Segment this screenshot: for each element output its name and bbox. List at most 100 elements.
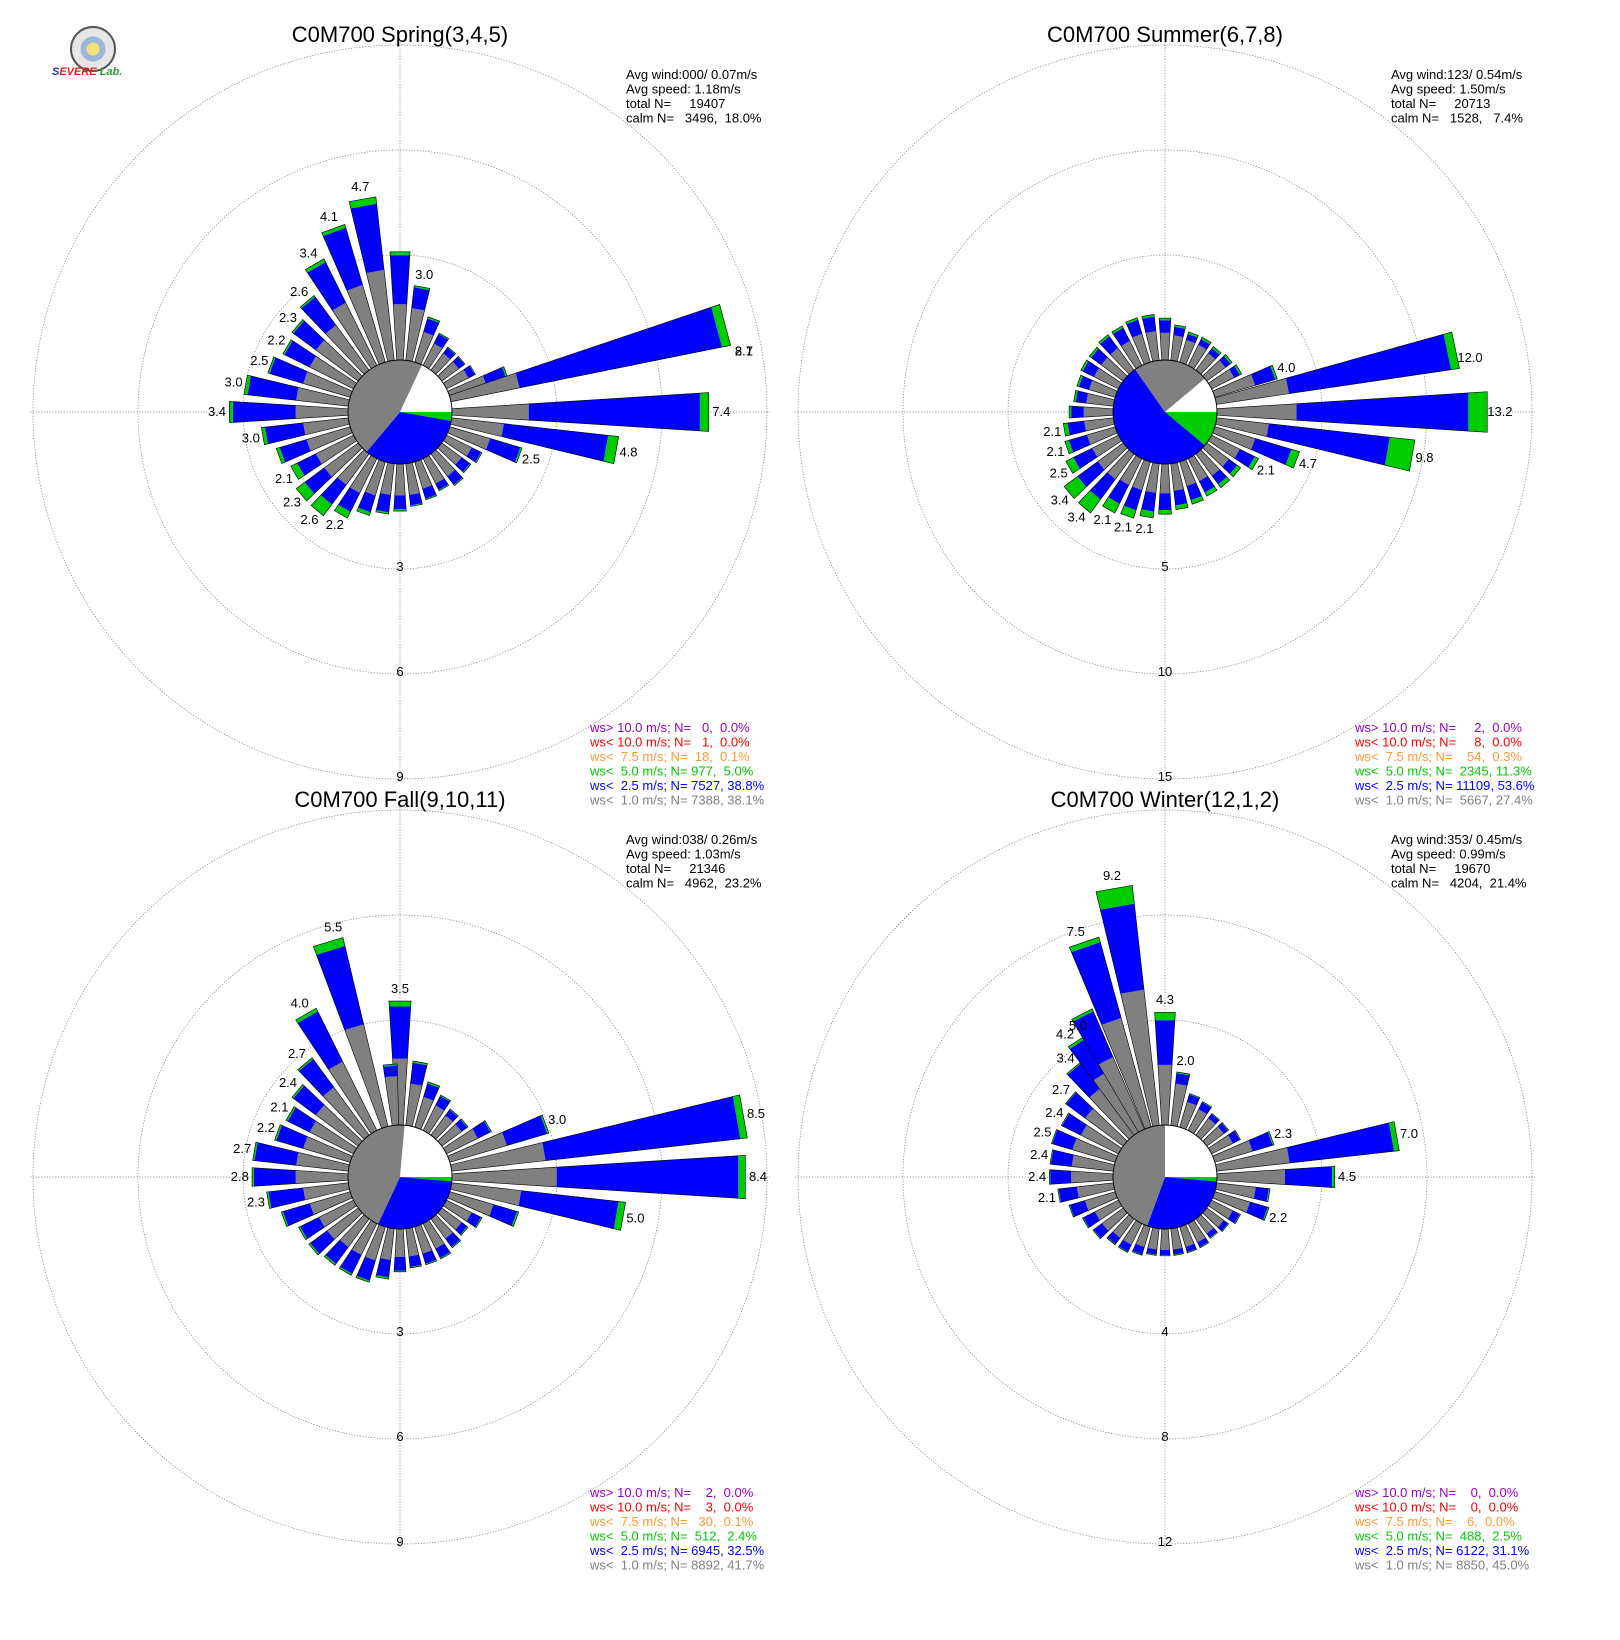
petal-segment-lt5	[261, 427, 268, 445]
stats-line: total N= 19407	[626, 96, 725, 111]
petal-segment-lt1	[1215, 1182, 1256, 1199]
petal-segment-lt1	[443, 369, 469, 389]
petal-segment-lt5	[1073, 390, 1078, 402]
petal-segment-lt1	[296, 1152, 350, 1172]
petal-segment-lt2-5	[268, 1187, 306, 1209]
petal-segment-lt2-5	[1067, 1063, 1100, 1098]
petal-segment-lt2-5	[1050, 1149, 1074, 1167]
petal-value-label: 3.0	[225, 375, 243, 390]
petal-value-label: 2.2	[267, 333, 285, 348]
legend-entry: ws> 10.0 m/s; N= 2, 0.0%	[589, 1485, 754, 1500]
petal-value-label: 2.4	[1045, 1105, 1063, 1120]
petal-segment-lt2-5	[1107, 1231, 1121, 1245]
petal-value-label: 2.1	[270, 1099, 288, 1114]
petal-segment-lt5	[699, 392, 709, 432]
petal-segment-lt1	[1208, 1135, 1233, 1154]
petal-segment-lt2-5	[1142, 316, 1156, 333]
petal-segment-lt1	[1159, 463, 1171, 494]
chart-title: C0M700 Spring(3,4,5)	[292, 22, 508, 47]
petal-segment-lt5	[484, 1120, 492, 1133]
petal-segment-lt1	[1119, 455, 1142, 485]
petal-segment-lt5	[1221, 1223, 1229, 1232]
petal-segment-lt5	[1211, 1113, 1220, 1121]
petal-segment-lt1	[1195, 353, 1216, 375]
petal-segment-lt1	[1215, 378, 1290, 405]
petal-segment-lt1	[295, 405, 349, 419]
stats-line: Avg speed: 0.99m/s	[1391, 847, 1506, 862]
petal-segment-lt2-5	[1217, 1123, 1228, 1134]
petal-segment-lt2-5	[338, 487, 360, 512]
petal-value-label: 3.0	[548, 1112, 566, 1127]
petal-segment-lt5	[427, 1081, 440, 1088]
wind-rose-panel: 4.012.013.29.84.72.12.12.12.13.43.42.52.…	[795, 22, 1535, 808]
petal-segment-lt5	[375, 510, 389, 515]
calm-wedge	[400, 364, 452, 412]
petal-segment-lt1	[1145, 331, 1160, 362]
petal-value-label: 5.0	[626, 1211, 644, 1226]
petal-segment-lt1	[1202, 360, 1226, 382]
stats-line: total N= 19670	[1391, 861, 1490, 876]
petal-segment-lt5	[291, 319, 305, 334]
petal-segment-lt1	[340, 1214, 370, 1248]
petal-segment-lt2-5	[528, 393, 700, 431]
petal-segment-lt1	[380, 462, 395, 495]
petal-segment-lt2-5	[1052, 1129, 1077, 1150]
petal-segment-lt1	[1188, 1109, 1207, 1134]
petal-segment-lt5	[738, 1155, 746, 1199]
petal-value-label: 2.3	[247, 1194, 265, 1209]
petal-segment-lt1	[430, 353, 451, 375]
petal-segment-lt1	[1208, 369, 1235, 389]
petal-segment-lt5	[438, 333, 449, 340]
legend-entry: ws< 2.5 m/s; N= 6945, 32.5%	[589, 1543, 765, 1558]
petal-segment-lt1	[309, 356, 357, 389]
petal-segment-lt1	[1170, 462, 1184, 491]
petal-segment-lt5	[229, 401, 233, 423]
petal-segment-lt2-5	[358, 491, 376, 513]
calm-wedge	[1147, 1177, 1217, 1229]
petal-segment-lt5	[1209, 1231, 1218, 1239]
petal-segment-lt2-5	[1285, 334, 1452, 394]
petal-segment-lt2-5	[300, 1217, 325, 1239]
petal-value-label: 7.4	[712, 404, 730, 419]
petal-value-label: 4.5	[1338, 1169, 1356, 1184]
legend-entry: ws< 1.0 m/s; N= 7388, 38.1%	[589, 793, 765, 808]
petal-segment-lt2-5	[1227, 1210, 1240, 1224]
petal-segment-lt2-5	[254, 1142, 299, 1166]
petal-segment-lt1	[1071, 1171, 1114, 1183]
calm-wedge	[400, 1125, 452, 1177]
petal-segment-lt5	[412, 1060, 428, 1066]
petal-segment-lt2-5	[390, 255, 410, 305]
stats-line: Avg speed: 1.18m/s	[626, 82, 741, 97]
petal-segment-lt5	[1069, 937, 1101, 953]
petal-segment-lt1	[1212, 374, 1256, 398]
petal-segment-lt5	[1384, 437, 1415, 472]
petal-segment-lt5	[334, 504, 351, 519]
petal-segment-lt5	[1098, 334, 1110, 344]
petal-segment-lt2-5	[1185, 1243, 1197, 1253]
petal-segment-lt1	[1208, 435, 1240, 459]
petal-segment-lt1	[1170, 1083, 1188, 1127]
petal-segment-lt2-5	[304, 467, 332, 494]
legend-entry: ws< 1.0 m/s; N= 8850, 45.0%	[1354, 1558, 1530, 1573]
severe-storm-lab-logo: SEVERE Lab.	[52, 26, 142, 82]
petal-segment-lt2-5	[1069, 1200, 1089, 1217]
petal-segment-lt1	[1085, 1108, 1128, 1147]
petal-segment-lt5	[413, 285, 430, 291]
petal-segment-lt5	[1248, 456, 1259, 470]
petal-segment-lt5	[375, 1275, 389, 1280]
petal-segment-lt2-5	[422, 485, 437, 499]
calm-wedge	[348, 360, 422, 452]
petal-segment-lt1	[344, 1024, 388, 1129]
petal-segment-lt2-5	[542, 1096, 741, 1161]
petal-segment-lt1	[405, 1227, 419, 1257]
petal-segment-lt2-5	[556, 1155, 739, 1199]
chart-title: C0M700 Winter(12,1,2)	[1051, 787, 1280, 812]
petal-segment-lt1	[1121, 340, 1142, 369]
petal-segment-lt5	[388, 1001, 412, 1007]
petal-segment-lt1	[332, 302, 377, 369]
petal-value-label: 5.5	[324, 920, 342, 935]
petal-segment-lt2-5	[1066, 1092, 1094, 1119]
petal-segment-lt1	[1202, 442, 1229, 467]
petal-segment-lt5	[732, 1094, 748, 1139]
petal-segment-lt1	[1188, 455, 1208, 482]
